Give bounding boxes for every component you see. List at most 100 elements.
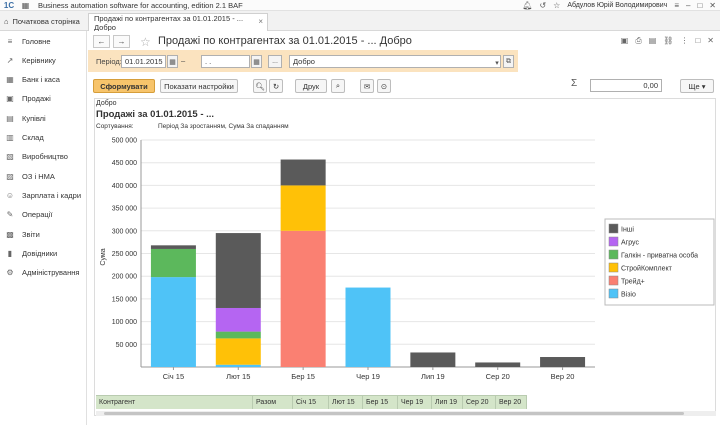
sidebar-item[interactable]: ⚙ Адміністрування xyxy=(0,265,87,281)
admin-icon: ⚙ xyxy=(6,268,14,278)
sidebar-item[interactable]: ☺ Зарплата і кадри xyxy=(0,187,87,203)
sidebar-item[interactable]: ▥ Склад xyxy=(0,130,87,146)
sidebar-item[interactable]: ≡ Головне xyxy=(0,33,87,49)
user-name[interactable]: Абдулов Юрій Володимирович xyxy=(567,2,668,9)
tab-home[interactable]: ⌂ Початкова сторінка xyxy=(0,11,86,31)
tab-home-label: Початкова сторінка xyxy=(12,16,80,26)
bar-segment xyxy=(215,331,261,339)
y-tick-label: 350 000 xyxy=(112,206,137,213)
organization-field[interactable]: Добро xyxy=(289,55,501,68)
legend-label: Галкін - приватна особа xyxy=(621,252,698,260)
tab-close-icon[interactable]: × xyxy=(258,17,263,26)
sidebar-item[interactable]: ↗ Керівнику xyxy=(0,52,87,68)
more-dropdown-icon: ▾ xyxy=(701,81,706,91)
settings-circle-icon[interactable]: ⊙ xyxy=(377,79,391,93)
y-axis-label: Сума xyxy=(100,248,107,265)
bank-icon: ▦ xyxy=(6,75,14,85)
factory-icon: ▧ xyxy=(6,152,14,162)
search-refresh-icon[interactable]: ↻ xyxy=(269,79,283,93)
window-close-icon[interactable]: ✕ xyxy=(707,36,714,45)
organization-dropdown-icon[interactable]: ▾ xyxy=(495,59,499,67)
close-icon[interactable]: ✕ xyxy=(709,1,716,10)
table-header-cell[interactable]: Сер 20 xyxy=(463,395,496,409)
tab-bar: ⌂ Початкова сторінка Продажі по контраге… xyxy=(0,11,720,32)
books-icon: ▮ xyxy=(7,248,13,258)
x-tick-label: Бер 15 xyxy=(291,372,315,381)
more-vert-icon[interactable]: ⋮ xyxy=(680,36,689,45)
bar-segment xyxy=(215,307,261,332)
sidebar-item[interactable]: ▩ Звіти xyxy=(0,226,87,242)
table-header-cell[interactable]: Контрагент xyxy=(96,395,253,409)
sidebar-item[interactable]: ▦ Банк і каса xyxy=(0,72,87,88)
x-tick-label: Лип 19 xyxy=(421,372,445,381)
report-table-header: Контрагент Разом Січ 15 Лют 15 Бер 15 Чер 19 Л… xyxy=(96,395,527,409)
more-button-label: Ще xyxy=(688,81,700,91)
menu-dots-icon[interactable]: ≡ xyxy=(674,1,679,10)
form-report-button[interactable]: Сформувати xyxy=(93,79,155,93)
sidebar-item[interactable]: ▤ Купівлі xyxy=(0,110,87,126)
sidebar-item-label: Склад xyxy=(22,133,44,142)
horizontal-scrollbar[interactable] xyxy=(96,411,716,416)
menu-icon: ≡ xyxy=(7,36,13,46)
table-header-cell[interactable]: Лют 15 xyxy=(329,395,363,409)
history-icon[interactable]: ↺ xyxy=(539,1,547,10)
table-header-cell[interactable]: Разом xyxy=(253,395,293,409)
assets-icon: ▨ xyxy=(6,171,14,181)
sidebar-item[interactable]: ▧ Виробництво xyxy=(0,149,87,165)
table-header-cell[interactable]: Вер 20 xyxy=(496,395,527,409)
bar-segment xyxy=(150,245,196,249)
forward-button[interactable]: → xyxy=(113,35,130,48)
calendar-to-icon[interactable]: ▦ xyxy=(251,55,262,68)
sidebar-item-label: Купівлі xyxy=(22,113,46,123)
window-maximize-icon[interactable]: □ xyxy=(695,36,701,45)
calendar-from-icon[interactable]: ▦ xyxy=(167,55,178,68)
favorite-star-icon[interactable]: ☆ xyxy=(140,35,151,49)
show-settings-button[interactable]: Показати настройки xyxy=(160,79,238,93)
sidebar-item-label: Довідники xyxy=(22,248,58,258)
date-to-field[interactable]: . . xyxy=(201,55,250,68)
legend-label: Візіо xyxy=(621,291,636,299)
save-icon[interactable]: ▣ xyxy=(620,36,629,45)
bell-icon[interactable]: 🔔︎ xyxy=(522,1,533,10)
scrollbar-thumb[interactable] xyxy=(104,412,684,415)
period-select-button[interactable]: ... xyxy=(268,55,282,68)
tab-report[interactable]: Продажі по контрагентах за 01.01.2015 - … xyxy=(88,13,268,32)
sort-label: Сортування: xyxy=(96,123,134,130)
period-label: Період: xyxy=(96,57,122,66)
bar-segment xyxy=(475,362,521,367)
maximize-icon[interactable]: □ xyxy=(697,1,703,10)
table-header-cell[interactable]: Чер 19 xyxy=(398,395,432,409)
search-icon[interactable]: 🔍︎ xyxy=(253,79,267,93)
minimize-icon[interactable]: – xyxy=(686,1,691,10)
bar-segment xyxy=(345,287,391,367)
more-button[interactable]: Ще ▾ xyxy=(680,79,714,93)
report-header: Продажі за 01.01.2015 - ... xyxy=(96,109,215,120)
legend-label: Інші xyxy=(621,226,634,234)
y-tick-label: 500 000 xyxy=(112,138,137,145)
mail-icon[interactable]: ✉ xyxy=(360,79,374,93)
table-header-cell[interactable]: Січ 15 xyxy=(293,395,329,409)
sidebar-item[interactable]: ▮ Довідники xyxy=(0,245,87,261)
preview-search-icon[interactable]: ⌕ xyxy=(331,79,345,93)
table-header-cell[interactable]: Бер 15 xyxy=(363,395,398,409)
legend-swatch xyxy=(608,288,619,299)
title-bar: 1C ▦ Business automation software for ac… xyxy=(0,0,720,11)
date-from-field[interactable]: 01.01.2015 xyxy=(121,55,166,68)
bar-segment xyxy=(215,364,261,367)
grid-menu-icon[interactable]: ▦ xyxy=(21,0,30,10)
sidebar-item[interactable]: ✎ Операції xyxy=(0,207,87,223)
cart-icon: ▣ xyxy=(6,94,14,104)
sidebar-item-label: Керівнику xyxy=(22,55,56,65)
print-icon[interactable]: ⎙ xyxy=(635,36,642,45)
warehouse-icon: ▥ xyxy=(6,133,14,142)
sort-value: Період За зростанням, Сума За спаданням xyxy=(158,123,289,130)
star-icon[interactable]: ☆ xyxy=(553,1,561,10)
sidebar-item[interactable]: ▣ Продажі xyxy=(0,91,87,107)
link-icon[interactable]: ⛓ xyxy=(663,36,674,45)
sidebar-item[interactable]: ▨ ОЗ і НМА xyxy=(0,168,87,184)
print-button[interactable]: Друк xyxy=(295,79,327,93)
preview-icon[interactable]: ▤ xyxy=(648,36,657,45)
organization-open-icon[interactable]: ⧉ xyxy=(503,55,514,68)
back-button[interactable]: ← xyxy=(93,35,110,48)
table-header-cell[interactable]: Лип 19 xyxy=(432,395,463,409)
